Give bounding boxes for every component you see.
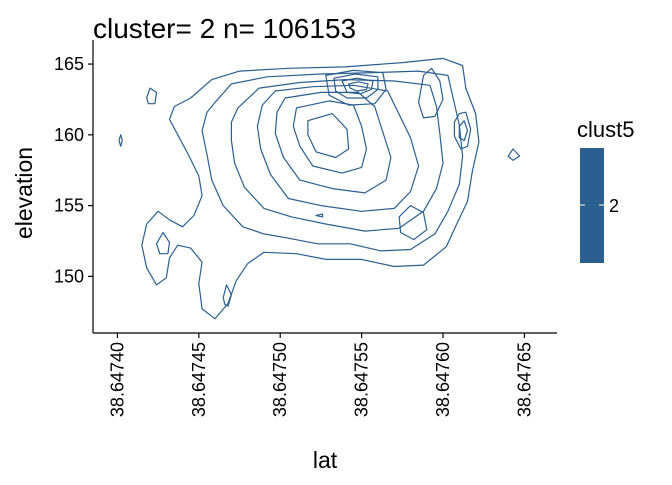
contour-line-left-upper-blob: [146, 87, 158, 105]
contour-line-ring-4: [256, 84, 420, 212]
contour-line-upper-right-blob: [418, 67, 444, 119]
contour-line-outer-main: [141, 57, 480, 320]
contour-line-ring-5: [274, 91, 392, 194]
x-tick-label: 38.64755: [352, 342, 372, 417]
y-tick-label: 150: [54, 266, 84, 286]
contour-line-left-lower-blob: [155, 231, 171, 255]
x-tick-label: 38.64745: [189, 342, 209, 417]
y-axis-label: elevation: [11, 147, 37, 239]
contour-line-bottom-left-blob: [222, 284, 232, 307]
x-tick-label: 38.64740: [107, 342, 127, 417]
legend-label: 2: [609, 196, 619, 216]
contour-line-center-dot: [315, 213, 324, 218]
x-axis-label: lat: [313, 447, 338, 473]
chart-title: cluster= 2 n= 106153: [93, 13, 356, 44]
legend: clust5 2: [577, 117, 634, 263]
contour-line-peak-3: [341, 77, 374, 95]
contour-line-right-blob: [453, 111, 472, 150]
contour-line-ring-6: [292, 100, 368, 174]
x-tick-label: 38.64765: [514, 342, 534, 417]
contour-line-far-left-dot: [118, 134, 123, 147]
y-tick-label: 160: [54, 125, 84, 145]
contour-line-far-right-dot: [507, 148, 521, 161]
legend-title: clust5: [577, 117, 634, 142]
contour-line-lower-right-blob: [398, 205, 428, 241]
y-tick-label: 165: [54, 54, 84, 74]
x-axis-ticks: 38.64740 38.64745 38.64750 38.64755 38.64760…: [107, 333, 534, 417]
contour-line-peak-4: [348, 81, 369, 92]
contour-line-ring-2: [201, 70, 464, 252]
contour-line-peak-2: [333, 73, 379, 99]
contour-line-ring-7: [307, 113, 350, 159]
contour-line-ring-3: [230, 79, 444, 232]
contour-line-right-blob-inner: [458, 120, 469, 142]
x-tick-label: 38.64760: [433, 342, 453, 417]
contour-line-peak-1: [325, 69, 387, 106]
y-tick-label: 155: [54, 196, 84, 216]
x-tick-label: 38.64750: [270, 342, 290, 417]
plot-area: [118, 57, 521, 320]
y-axis-ticks: 150 155 160 165: [54, 54, 93, 286]
